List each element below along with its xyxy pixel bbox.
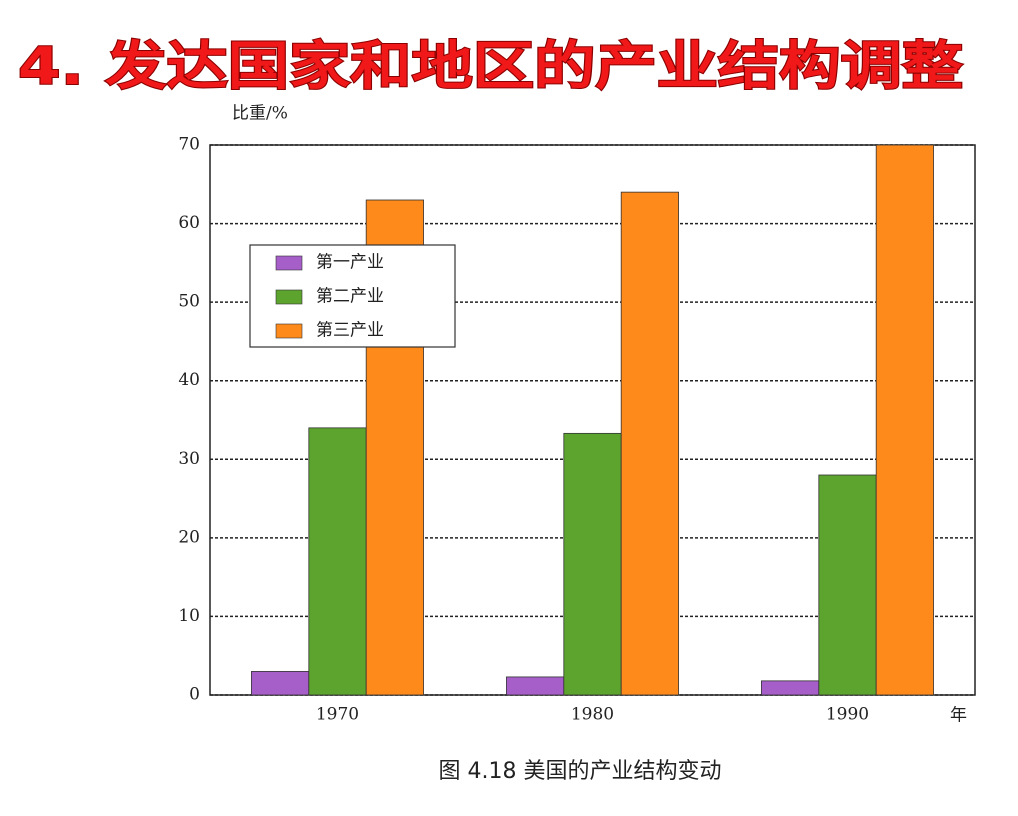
bar	[563, 432, 622, 696]
bar	[818, 474, 877, 696]
y-tick-label: 10	[178, 606, 200, 626]
bar	[308, 427, 367, 696]
x-axis-label: 年	[950, 706, 967, 726]
y-tick-label: 0	[189, 685, 200, 705]
bar	[620, 191, 679, 696]
x-tick-label: 1980	[571, 705, 614, 725]
y-tick-label: 20	[178, 527, 200, 547]
caption: 图 4.18 美国的产业结构变动	[439, 759, 722, 784]
y-tick-label: 40	[178, 370, 200, 390]
legend-swatch	[275, 255, 303, 271]
chart-title: 4. 发达国家和地区的产业结构调整	[18, 37, 963, 97]
legend-swatch	[275, 289, 303, 305]
y-tick-label: 30	[178, 449, 200, 469]
bar	[506, 676, 565, 696]
y-tick-label: 60	[178, 213, 200, 233]
x-tick-label: 1990	[826, 705, 869, 725]
bar	[761, 680, 820, 696]
legend-swatch	[275, 323, 303, 339]
x-tick-label: 1970	[316, 705, 359, 725]
y-tick-label: 50	[178, 292, 200, 312]
y-axis-label: 比重/%	[232, 104, 288, 124]
legend-label: 第三产业	[316, 321, 384, 341]
bar	[251, 671, 310, 696]
bar	[875, 144, 934, 696]
legend-label: 第一产业	[316, 253, 384, 273]
y-tick-label: 70	[178, 135, 200, 155]
legend-label: 第二产业	[316, 287, 384, 307]
